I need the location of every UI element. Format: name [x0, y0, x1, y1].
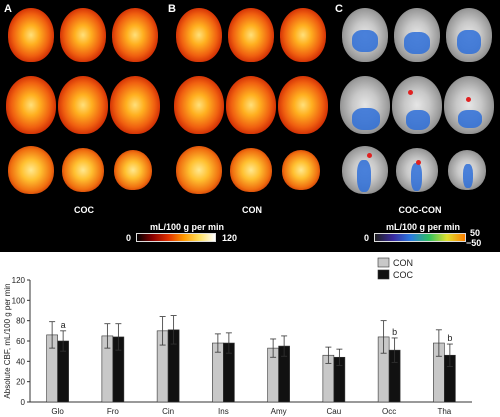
colorbar-diff-min: 0	[364, 233, 370, 243]
brain-slice	[228, 8, 274, 62]
difference-cluster	[404, 32, 430, 54]
y-tick-label: 40	[16, 357, 25, 366]
x-tick-label: Amy	[271, 407, 287, 416]
brain-slice	[60, 8, 106, 62]
panel-letter-a: A	[4, 3, 12, 15]
brain-slice	[6, 76, 56, 134]
y-tick-label: 60	[16, 337, 25, 346]
colorbar-hot-max: 120	[222, 233, 238, 243]
brain-slice	[282, 150, 320, 190]
difference-cluster	[458, 110, 482, 128]
difference-cluster	[367, 153, 372, 158]
chart-legend: CON COC	[377, 257, 414, 280]
legend-label-con: CON	[393, 258, 413, 268]
brain-slice	[176, 8, 222, 62]
difference-cluster	[408, 90, 413, 95]
colorbar-hot-min: 0	[126, 233, 132, 243]
panel-letter-b: B	[168, 3, 176, 15]
brain-slice	[110, 76, 160, 134]
x-tick-label: Cin	[162, 407, 174, 416]
brain-slice	[114, 150, 152, 190]
significance-annotation: b	[447, 333, 452, 343]
brain-slice	[226, 76, 276, 134]
difference-cluster	[357, 160, 371, 192]
brain-slice	[62, 148, 104, 192]
y-tick-label: 80	[16, 317, 25, 326]
x-tick-label: Tha	[437, 407, 451, 416]
legend-swatch-con	[377, 257, 390, 268]
brain-slice	[8, 146, 54, 194]
difference-cluster	[411, 163, 422, 191]
x-tick-label: Fro	[107, 407, 120, 416]
brain-slice	[278, 76, 328, 134]
x-tick-label: Ins	[218, 407, 229, 416]
y-tick-label: 0	[21, 398, 26, 407]
group-label-coc: COC	[74, 205, 94, 215]
colorbar-hot-unit: mL/100 g per min	[150, 222, 225, 232]
x-tick-label: Glo	[51, 407, 64, 416]
legend-swatch-coc	[377, 269, 390, 280]
legend-label-coc: COC	[393, 270, 414, 280]
brain-slice	[174, 76, 224, 134]
difference-cluster	[466, 97, 471, 102]
x-tick-label: Occ	[382, 407, 396, 416]
group-label-con: CON	[242, 205, 262, 215]
brain-slice	[176, 146, 222, 194]
colorbar-diff-max-pos: 50	[470, 228, 481, 238]
group-label-coc-con: COC-CON	[398, 205, 442, 215]
colorbar-hot	[136, 233, 216, 242]
panel-letter-c: C	[335, 3, 343, 15]
brain-slice	[112, 8, 158, 62]
difference-cluster	[352, 108, 380, 130]
significance-annotation: a	[61, 320, 66, 330]
colorbar-diff	[374, 233, 466, 242]
y-tick-label: 120	[12, 276, 26, 285]
y-tick-label: 100	[12, 296, 26, 305]
difference-cluster	[352, 30, 378, 52]
significance-annotation: b	[392, 327, 397, 337]
brain-slice	[58, 76, 108, 134]
colorbar-diff-unit: mL/100 g per min	[386, 222, 461, 232]
y-axis-title: Absolute CBF, mL/100 g per min	[3, 283, 12, 398]
brain-image-panel: A B C COC CON	[0, 0, 500, 252]
brain-slice	[8, 8, 54, 62]
colorbar-diff-max-neg: −50	[466, 238, 482, 248]
x-tick-label: Cau	[327, 407, 342, 416]
brain-slice	[230, 148, 272, 192]
difference-cluster	[416, 160, 421, 165]
difference-cluster	[406, 110, 430, 130]
y-tick-label: 20	[16, 378, 25, 387]
brain-slice	[280, 8, 326, 62]
difference-cluster	[457, 30, 481, 54]
chart-bars: a b b	[46, 315, 456, 403]
difference-cluster	[463, 164, 473, 188]
